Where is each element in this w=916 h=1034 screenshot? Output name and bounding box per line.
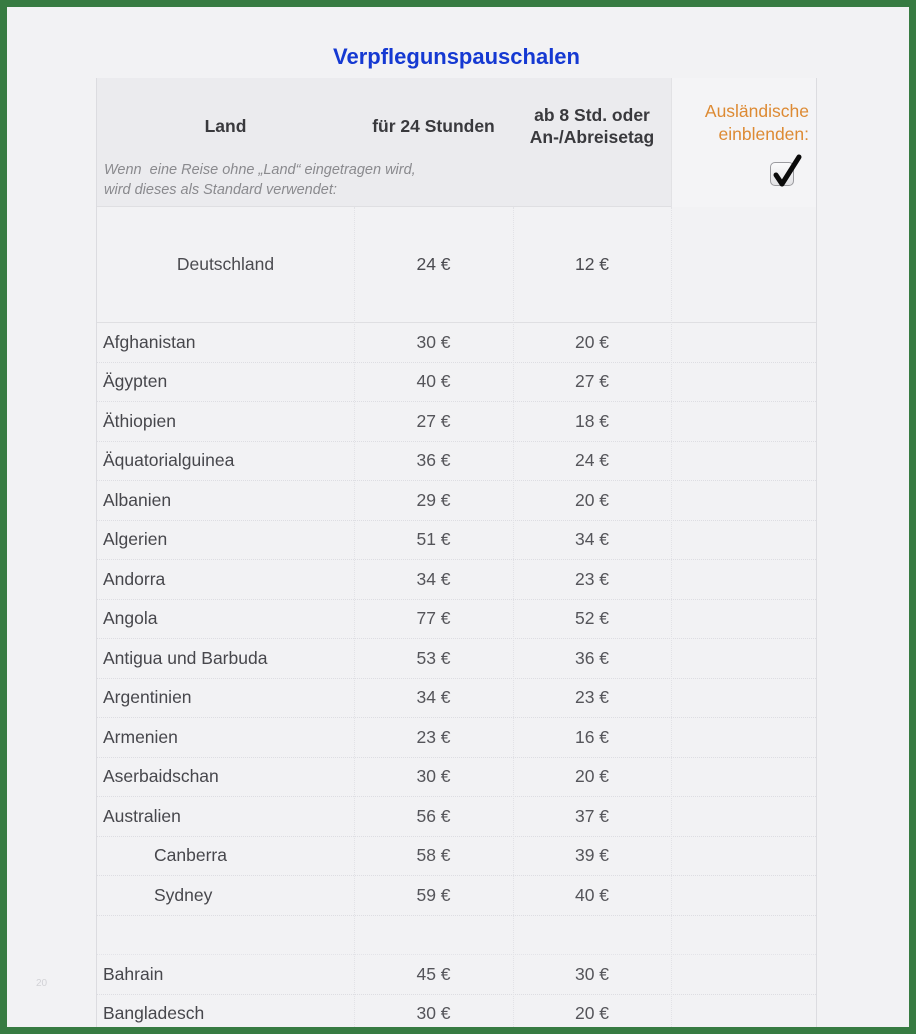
row-24h-value: 45 € [416, 963, 451, 984]
table-row[interactable]: Australien 56 € 37 € [97, 797, 816, 837]
row-land: Antigua und Barbuda [103, 647, 268, 668]
column-header-24h: für 24 Stunden [372, 116, 495, 136]
default-row-8h: 12 € [574, 254, 610, 274]
page-title: Verpflegunspauschalen [333, 44, 580, 69]
table-row[interactable]: Algerien 51 € 34 € [97, 521, 816, 560]
show-foreign-checkbox[interactable] [770, 154, 802, 187]
page-watermark: 20 [36, 978, 48, 989]
table-row[interactable]: Aserbaidschan 30 € 20 € [97, 758, 816, 797]
table-row[interactable]: Äthiopien 27 € 18 € [97, 402, 816, 442]
row-24h-value: 40 € [416, 371, 451, 392]
default-row-land: Deutschland [176, 254, 275, 274]
row-8h-value: 16 € [574, 726, 610, 747]
country-rows: Afghanistan 30 €20 € Ägypten 40 €27 € Äthiop… [97, 323, 816, 1027]
row-24h-value: 34 € [416, 687, 451, 708]
table-row[interactable]: Andorra 34 € 23 € [97, 560, 816, 600]
row-24h-value: 30 € [416, 331, 451, 352]
table-row[interactable]: Bahrain 45 € 30 € [97, 955, 816, 995]
table-row[interactable]: Bangladesch 30 € 20 € [97, 995, 816, 1028]
row-8h-value: 23 € [574, 687, 610, 708]
row-24h-value: 51 € [416, 529, 451, 550]
row-8h-value: 18 € [574, 410, 610, 431]
row-land: Bahrain [103, 963, 164, 984]
row-24h-value: 36 € [416, 450, 451, 471]
row-24h-value: 58 € [416, 845, 451, 866]
row-24h-value: 53 € [416, 647, 451, 668]
row-land: Argentinien [103, 687, 192, 708]
row-8h-value: 37 € [574, 805, 610, 826]
row-24h-value: 59 € [416, 884, 451, 905]
row-land: Armenien [103, 726, 178, 747]
table-row[interactable]: Argentinien 34 € 23 € [97, 679, 816, 718]
row-land: Ägypten [103, 371, 168, 392]
column-header-land: Land [204, 116, 247, 136]
allowance-table: Land für 24 Stunden ab 8 Std. oder An-/A… [96, 78, 817, 1027]
row-8h-value: 52 € [574, 608, 610, 629]
row-24h-value: 77 € [416, 608, 451, 629]
column-header-8h: ab 8 Std. oder An-/Abreisetag [529, 105, 655, 147]
row-8h-value: 40 € [574, 884, 610, 905]
row-8h-value: 27 € [574, 371, 610, 392]
table-row[interactable]: Albanien 29 € 20 € [97, 481, 816, 521]
row-land: Canberra [154, 845, 227, 866]
row-24h-value: 29 € [416, 489, 451, 510]
row-8h-value: 20 € [574, 489, 610, 510]
row-land: Andorra [103, 568, 166, 589]
row-land: Albanien [103, 489, 172, 510]
row-8h-value: 20 € [574, 1003, 610, 1024]
row-24h-value: 27 € [416, 410, 451, 431]
default-country-note: Wenn eine Reise ohne „Land“ eingetragen … [104, 162, 416, 198]
table-row[interactable]: Canberra 58 € 39 € [97, 837, 816, 876]
row-land: Algerien [103, 529, 168, 550]
row-8h-value: 30 € [574, 963, 610, 984]
row-8h-value: 39 € [574, 845, 610, 866]
table-row[interactable]: Armenien 23 € 16 € [97, 718, 816, 758]
row-24h-value: 23 € [416, 726, 451, 747]
show-foreign-label: Ausländische einblenden: [704, 101, 809, 144]
row-land: Sydney [154, 884, 213, 905]
row-8h-value: 23 € [574, 568, 610, 589]
default-row-24h: 24 € [416, 254, 451, 274]
table-header: Land für 24 Stunden ab 8 Std. oder An-/A… [97, 78, 816, 207]
row-land: Australien [103, 805, 181, 826]
default-row[interactable]: Deutschland 24 € 12 € [97, 207, 816, 323]
table-row[interactable]: Sydney 59 € 40 € [97, 876, 816, 916]
row-8h-value: 20 € [574, 331, 610, 352]
row-land: Äquatorialguinea [103, 450, 235, 471]
table-row[interactable]: Antigua und Barbuda 53 € 36 € [97, 639, 816, 679]
table-row[interactable]: Afghanistan 30 € 20 € [97, 323, 816, 363]
row-8h-value: 24 € [574, 450, 610, 471]
row-land: Angola [103, 608, 158, 629]
table-row[interactable]: Äquatorialguinea 36 € 24 € [97, 442, 816, 481]
row-land: Äthiopien [103, 410, 176, 431]
row-24h-value: 30 € [416, 766, 451, 787]
row-8h-value: 34 € [574, 529, 610, 550]
table-row[interactable]: Angola 77 € 52 € [97, 600, 816, 639]
table-row-spacer [97, 916, 816, 955]
row-8h-value: 20 € [574, 766, 610, 787]
row-land: Aserbaidschan [103, 766, 219, 787]
row-24h-value: 34 € [416, 568, 451, 589]
row-land: Bangladesch [103, 1003, 205, 1024]
show-foreign-column: Ausländische einblenden: [671, 78, 816, 207]
row-land: Afghanistan [103, 331, 196, 352]
row-8h-value: 36 € [574, 647, 610, 668]
row-24h-value: 56 € [416, 805, 451, 826]
table-row[interactable]: Ägypten 40 € 27 € [97, 363, 816, 402]
row-24h-value: 30 € [416, 1003, 451, 1024]
